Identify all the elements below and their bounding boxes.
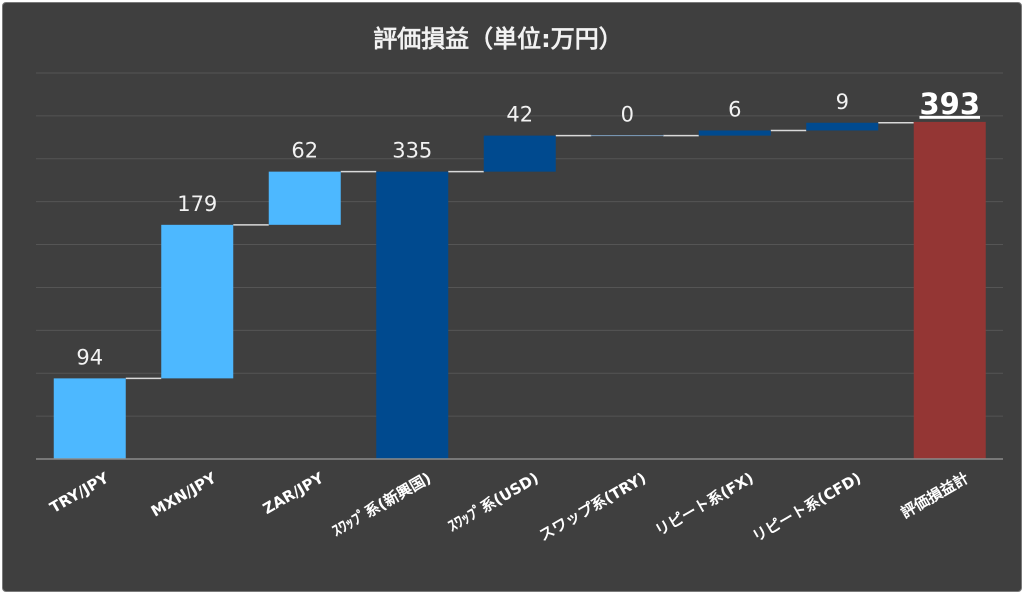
category-label-7: リピート系(FX)	[652, 469, 757, 540]
category-label-4: ｽﾜｯﾌﾟ系(新興国)	[329, 469, 434, 540]
category-label-3: ZAR/JPY	[260, 468, 328, 518]
category-label-1: TRY/JPY	[47, 468, 113, 517]
category-label-6: スワップ系(TRY)	[536, 469, 649, 545]
bar-3	[268, 171, 341, 225]
data-label-5: 42	[506, 103, 533, 127]
connector-lines	[125, 122, 914, 380]
data-label-6: 0	[621, 103, 634, 127]
category-labels: TRY/JPY MXN/JPY ZAR/JPY ｽﾜｯﾌﾟ系(新興国) ｽﾜｯﾌﾟ系(U…	[47, 468, 972, 545]
chart-title: 評価損益（単位:万円）	[373, 25, 623, 53]
bar-7	[698, 130, 771, 136]
category-label-2: MXN/JPY	[148, 468, 220, 520]
bar-5	[483, 135, 556, 172]
data-label-4: 335	[392, 139, 432, 163]
bar-1	[53, 378, 126, 459]
category-label-5: ｽﾜｯﾌﾟ系(USD)	[445, 469, 542, 535]
bar-2	[161, 224, 234, 379]
category-label-9: 評価損益計	[898, 469, 972, 522]
bar-4	[376, 171, 449, 459]
data-label-8: 9	[836, 90, 849, 114]
bar-9	[913, 121, 986, 459]
data-label-9: 393	[919, 87, 980, 121]
data-label-3: 62	[291, 139, 318, 163]
bar-8	[806, 122, 879, 131]
category-label-8: リピート系(CFD)	[749, 469, 864, 546]
data-label-2: 179	[177, 192, 217, 216]
data-labels: 94 179 62 335 42 0 6 9 393	[76, 87, 980, 369]
waterfall-chart: 評価損益（単位:万円） 94 179 62 335 42 0 6 9 393 TRY/JPY MX…	[36, 25, 1003, 546]
bars	[53, 121, 986, 459]
data-label-1: 94	[76, 345, 103, 369]
data-label-7: 6	[728, 97, 741, 121]
